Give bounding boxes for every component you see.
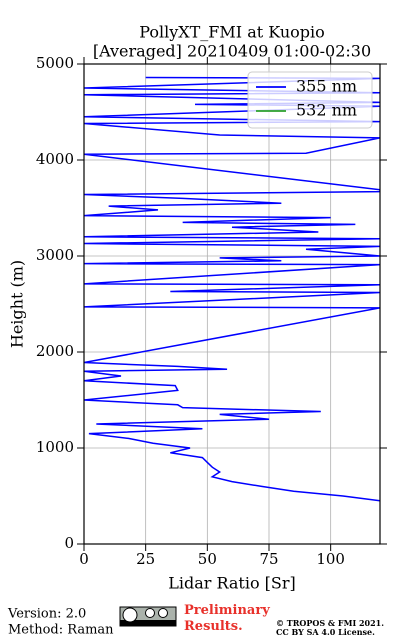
y-tick-label: 0 xyxy=(64,534,74,552)
x-tick-label: 100 xyxy=(316,550,345,568)
y-tick-label: 1000 xyxy=(36,438,74,456)
status: Preliminary Results. xyxy=(184,603,270,634)
chart-subtitle: [Averaged] 20210409 01:00-02:30 xyxy=(93,42,371,61)
chart-title: PollyXT_FMI at Kuopio xyxy=(139,23,325,42)
x-tick-label: 50 xyxy=(198,550,217,568)
y-axis-label: Height (m) xyxy=(8,260,27,348)
legend-box xyxy=(247,71,373,129)
method: Method: Raman xyxy=(8,623,114,638)
version: Version: 2.0 xyxy=(7,607,86,622)
legend-label: 355 nm xyxy=(296,77,357,96)
plot-area xyxy=(84,76,380,502)
legend-label: 532 nm xyxy=(296,101,357,120)
license: CC BY SA 4.0 License. xyxy=(276,627,375,637)
x-tick-label: 75 xyxy=(259,550,278,568)
y-tick-label: 2000 xyxy=(36,342,74,360)
profile-line xyxy=(84,76,380,502)
y-tick-label: 3000 xyxy=(36,246,74,264)
y-tick-label: 5000 xyxy=(36,54,74,72)
copyright: © TROPOS & FMI 2021. xyxy=(276,618,384,628)
x-tick-label: 0 xyxy=(79,550,89,568)
y-tick-label: 4000 xyxy=(36,150,74,168)
x-axis-label: Lidar Ratio [Sr] xyxy=(168,574,296,593)
cc-logo xyxy=(119,606,177,627)
plot-frame xyxy=(83,63,381,545)
x-tick-label: 25 xyxy=(136,550,155,568)
